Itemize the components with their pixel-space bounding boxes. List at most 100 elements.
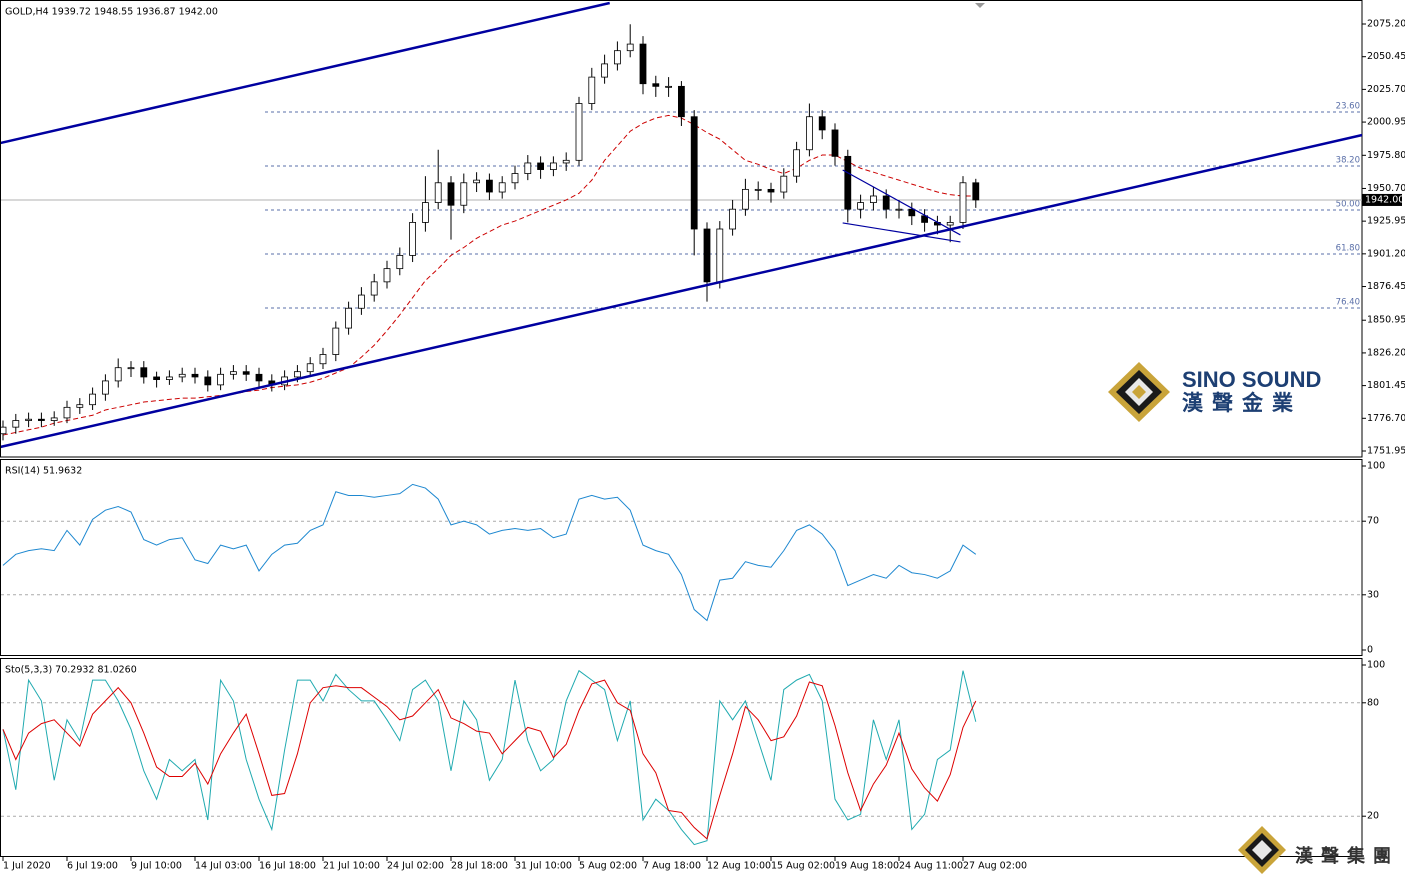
rsi-panel xyxy=(0,459,1363,656)
x-tick-label: 19 Aug 18:00 xyxy=(835,861,899,872)
candle-body xyxy=(1,426,7,435)
x-tick-label: 31 Jul 10:00 xyxy=(515,861,572,872)
candle-body xyxy=(946,222,954,226)
last-price-box xyxy=(1362,193,1402,206)
footer-logo: 漢聲集團 xyxy=(1238,826,1399,874)
candle-body xyxy=(473,179,481,184)
candle-body xyxy=(421,202,429,223)
candle-body xyxy=(959,182,967,223)
y-tick-label: 100 xyxy=(1367,461,1385,472)
candle-body xyxy=(780,175,788,193)
candle-body xyxy=(665,85,672,88)
fib-label: 38.20 xyxy=(1336,156,1360,166)
candle-body xyxy=(678,85,685,118)
candle-body xyxy=(767,188,775,193)
candle-body xyxy=(639,43,647,85)
candle-body xyxy=(153,376,161,380)
candle-body xyxy=(204,376,212,386)
candle-body xyxy=(140,367,148,378)
trendline xyxy=(1,1,610,145)
y-tick-label: 1901.20 xyxy=(1367,248,1405,259)
candle-body xyxy=(396,255,404,270)
candle-body xyxy=(485,179,493,193)
candle-body xyxy=(434,182,442,203)
x-tick-label: 16 Jul 18:00 xyxy=(259,861,316,872)
fib-label: 23.60 xyxy=(1336,101,1360,111)
y-tick-label: 1850.95 xyxy=(1367,315,1405,326)
candle-body xyxy=(601,63,608,78)
trendline xyxy=(842,222,961,243)
candle-body xyxy=(191,373,199,378)
candle-body xyxy=(690,116,698,230)
candle-body xyxy=(229,371,237,375)
y-tick-label: 2075.20 xyxy=(1367,19,1405,30)
fib-label: 50.00 xyxy=(1336,199,1360,209)
candle-body xyxy=(102,380,109,395)
candle-body xyxy=(357,294,365,309)
y-tick-label: 70 xyxy=(1367,516,1379,527)
trendline xyxy=(1,133,1362,449)
logo-name-cn: 漢聲金業 xyxy=(1182,391,1302,415)
candle-body xyxy=(908,208,916,217)
candle-body xyxy=(460,182,468,206)
logo-name: SINO SOUND xyxy=(1182,367,1321,392)
candle-body xyxy=(588,76,596,104)
footer-text: 漢聲集團 xyxy=(1295,845,1399,867)
candle-body xyxy=(806,116,813,151)
candle-body xyxy=(537,162,544,170)
y-tick-label: 30 xyxy=(1367,589,1379,600)
panel-title: Sto(5,3,3) 70.2932 81.0260 xyxy=(5,665,137,676)
candle-body xyxy=(63,406,71,419)
candle-body xyxy=(217,373,225,386)
trendline xyxy=(842,169,961,236)
candle-body xyxy=(562,159,570,164)
y-tick-label: 80 xyxy=(1367,697,1379,708)
panel-content xyxy=(1,483,1362,622)
stoch-panel xyxy=(0,658,1363,857)
x-tick-label: 12 Aug 10:00 xyxy=(707,861,771,872)
candle-body xyxy=(409,222,417,256)
candle-body xyxy=(447,182,455,206)
candle-body xyxy=(793,149,800,177)
y-tick-label: 1776.70 xyxy=(1367,413,1405,424)
moving-average xyxy=(2,114,976,436)
candle-body xyxy=(293,371,301,378)
candle-body xyxy=(857,202,864,210)
candle-body xyxy=(76,404,84,408)
candle-body xyxy=(498,182,506,193)
panel-content xyxy=(1,669,1362,846)
candle-body xyxy=(652,83,660,87)
candle-body xyxy=(242,371,250,375)
candle-body xyxy=(831,129,839,157)
main-panel xyxy=(0,0,1363,458)
indicator-line xyxy=(2,483,977,622)
candle-body xyxy=(742,188,749,210)
candle-body xyxy=(614,50,621,65)
y-tick-label: 1876.45 xyxy=(1367,281,1405,292)
y-tick-label: 20 xyxy=(1367,811,1379,822)
y-tick-label: 2025.70 xyxy=(1367,84,1405,95)
candle-body xyxy=(345,307,353,329)
x-tick-label: 21 Jul 10:00 xyxy=(323,861,380,872)
candle-body xyxy=(703,228,711,283)
y-tick-label: 2000.95 xyxy=(1367,117,1405,128)
panel-title: RSI(14) 51.9632 xyxy=(5,466,82,477)
shift-marker xyxy=(975,3,985,8)
y-tick-label: 1925.95 xyxy=(1367,216,1405,227)
candle-body xyxy=(524,162,532,174)
candle-body xyxy=(319,354,327,365)
x-tick-label: 24 Aug 11:00 xyxy=(899,861,963,872)
candle-body xyxy=(127,367,135,370)
candle-body xyxy=(844,155,852,210)
x-tick-label: 7 Aug 18:00 xyxy=(643,861,701,872)
y-tick-label: 1751.95 xyxy=(1367,445,1405,456)
x-tick-label: 14 Jul 03:00 xyxy=(195,861,252,872)
candle-body xyxy=(383,268,391,283)
fib-label: 76.40 xyxy=(1336,298,1360,308)
y-tick-label: 2050.45 xyxy=(1367,51,1405,62)
y-tick-label: 1801.45 xyxy=(1367,380,1405,391)
x-tick-label: 28 Jul 18:00 xyxy=(451,861,508,872)
x-tick-label: 15 Aug 02:00 xyxy=(771,861,835,872)
last-price-label: 1942.00 xyxy=(1365,194,1404,205)
y-tick-label: 0 xyxy=(1367,645,1373,656)
